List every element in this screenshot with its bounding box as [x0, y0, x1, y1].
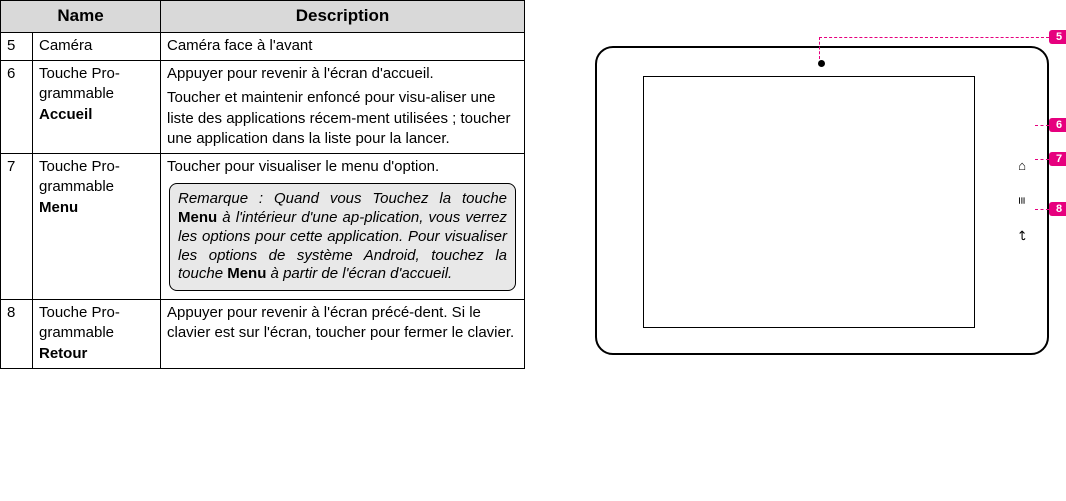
leader-line [819, 37, 1049, 38]
header-description: Description [161, 1, 525, 33]
row-num: 7 [1, 154, 33, 300]
table-row: 5 Caméra Caméra face à l'avant [1, 32, 525, 60]
page: Name Description 5 Caméra Caméra face à … [0, 0, 1066, 501]
row-desc: Appuyer pour revenir à l'écran précé-den… [161, 300, 525, 369]
row-name: Touche Pro- grammable Accueil [33, 61, 161, 154]
name-line: Touche Pro- [39, 304, 120, 321]
desc-para: Toucher et maintenir enfoncé pour visu-a… [167, 88, 518, 149]
home-icon: ⌂ [1018, 159, 1026, 172]
note-bold: Menu [178, 209, 217, 226]
leader-line [1035, 209, 1049, 210]
table-row: 8 Touche Pro- grammable Retour Appuyer p… [1, 300, 525, 369]
name-line: Touche Pro- [39, 158, 120, 175]
leader-line [1035, 125, 1049, 126]
row-name: Caméra [33, 32, 161, 60]
note-bold: Menu [227, 265, 266, 282]
row-name: Touche Pro- grammable Menu [33, 154, 161, 300]
row-num: 8 [1, 300, 33, 369]
name-line: grammable [39, 324, 114, 341]
desc-para: Toucher pour visualiser le menu d'option… [167, 157, 518, 177]
spec-table-container: Name Description 5 Caméra Caméra face à … [0, 0, 525, 501]
desc-para: Appuyer pour revenir à l'écran d'accueil… [167, 64, 518, 84]
row-num: 6 [1, 61, 33, 154]
header-name: Name [1, 1, 161, 33]
diagram-container: ⌂ ≡ ↩ 5 6 7 8 [525, 0, 1066, 501]
name-bold: Retour [39, 345, 87, 362]
note-box: Remarque : Quand vous Touchez la touche … [169, 183, 516, 291]
leader-line [819, 37, 820, 59]
note-text: Remarque : Quand vous Touchez la touche [178, 190, 507, 207]
menu-icon: ≡ [1016, 197, 1029, 205]
table-row: 7 Touche Pro- grammable Menu Toucher pou… [1, 154, 525, 300]
tablet-screen [643, 76, 975, 328]
name-bold: Menu [39, 199, 78, 216]
table-row: 6 Touche Pro- grammable Accueil Appuyer … [1, 61, 525, 154]
callout-badge: 6 [1049, 118, 1066, 132]
name-bold: Accueil [39, 106, 92, 123]
row-name: Touche Pro- grammable Retour [33, 300, 161, 369]
back-icon: ↩ [1016, 230, 1029, 241]
callout-badge: 8 [1049, 202, 1066, 216]
callout-badge: 5 [1049, 30, 1066, 44]
row-num: 5 [1, 32, 33, 60]
callout-badge: 7 [1049, 152, 1066, 166]
tablet-side-buttons: ⌂ ≡ ↩ [1011, 48, 1033, 353]
row-desc: Appuyer pour revenir à l'écran d'accueil… [161, 61, 525, 154]
tablet-outline: ⌂ ≡ ↩ [595, 46, 1049, 355]
name-line: Touche Pro- [39, 65, 120, 82]
leader-line [1035, 159, 1049, 160]
row-desc: Caméra face à l'avant [161, 32, 525, 60]
name-line: grammable [39, 85, 114, 102]
row-desc: Toucher pour visualiser le menu d'option… [161, 154, 525, 300]
spec-table: Name Description 5 Caméra Caméra face à … [0, 0, 525, 369]
note-text: à partir de l'écran d'accueil. [266, 265, 452, 282]
camera-dot [818, 60, 825, 67]
name-line: grammable [39, 178, 114, 195]
